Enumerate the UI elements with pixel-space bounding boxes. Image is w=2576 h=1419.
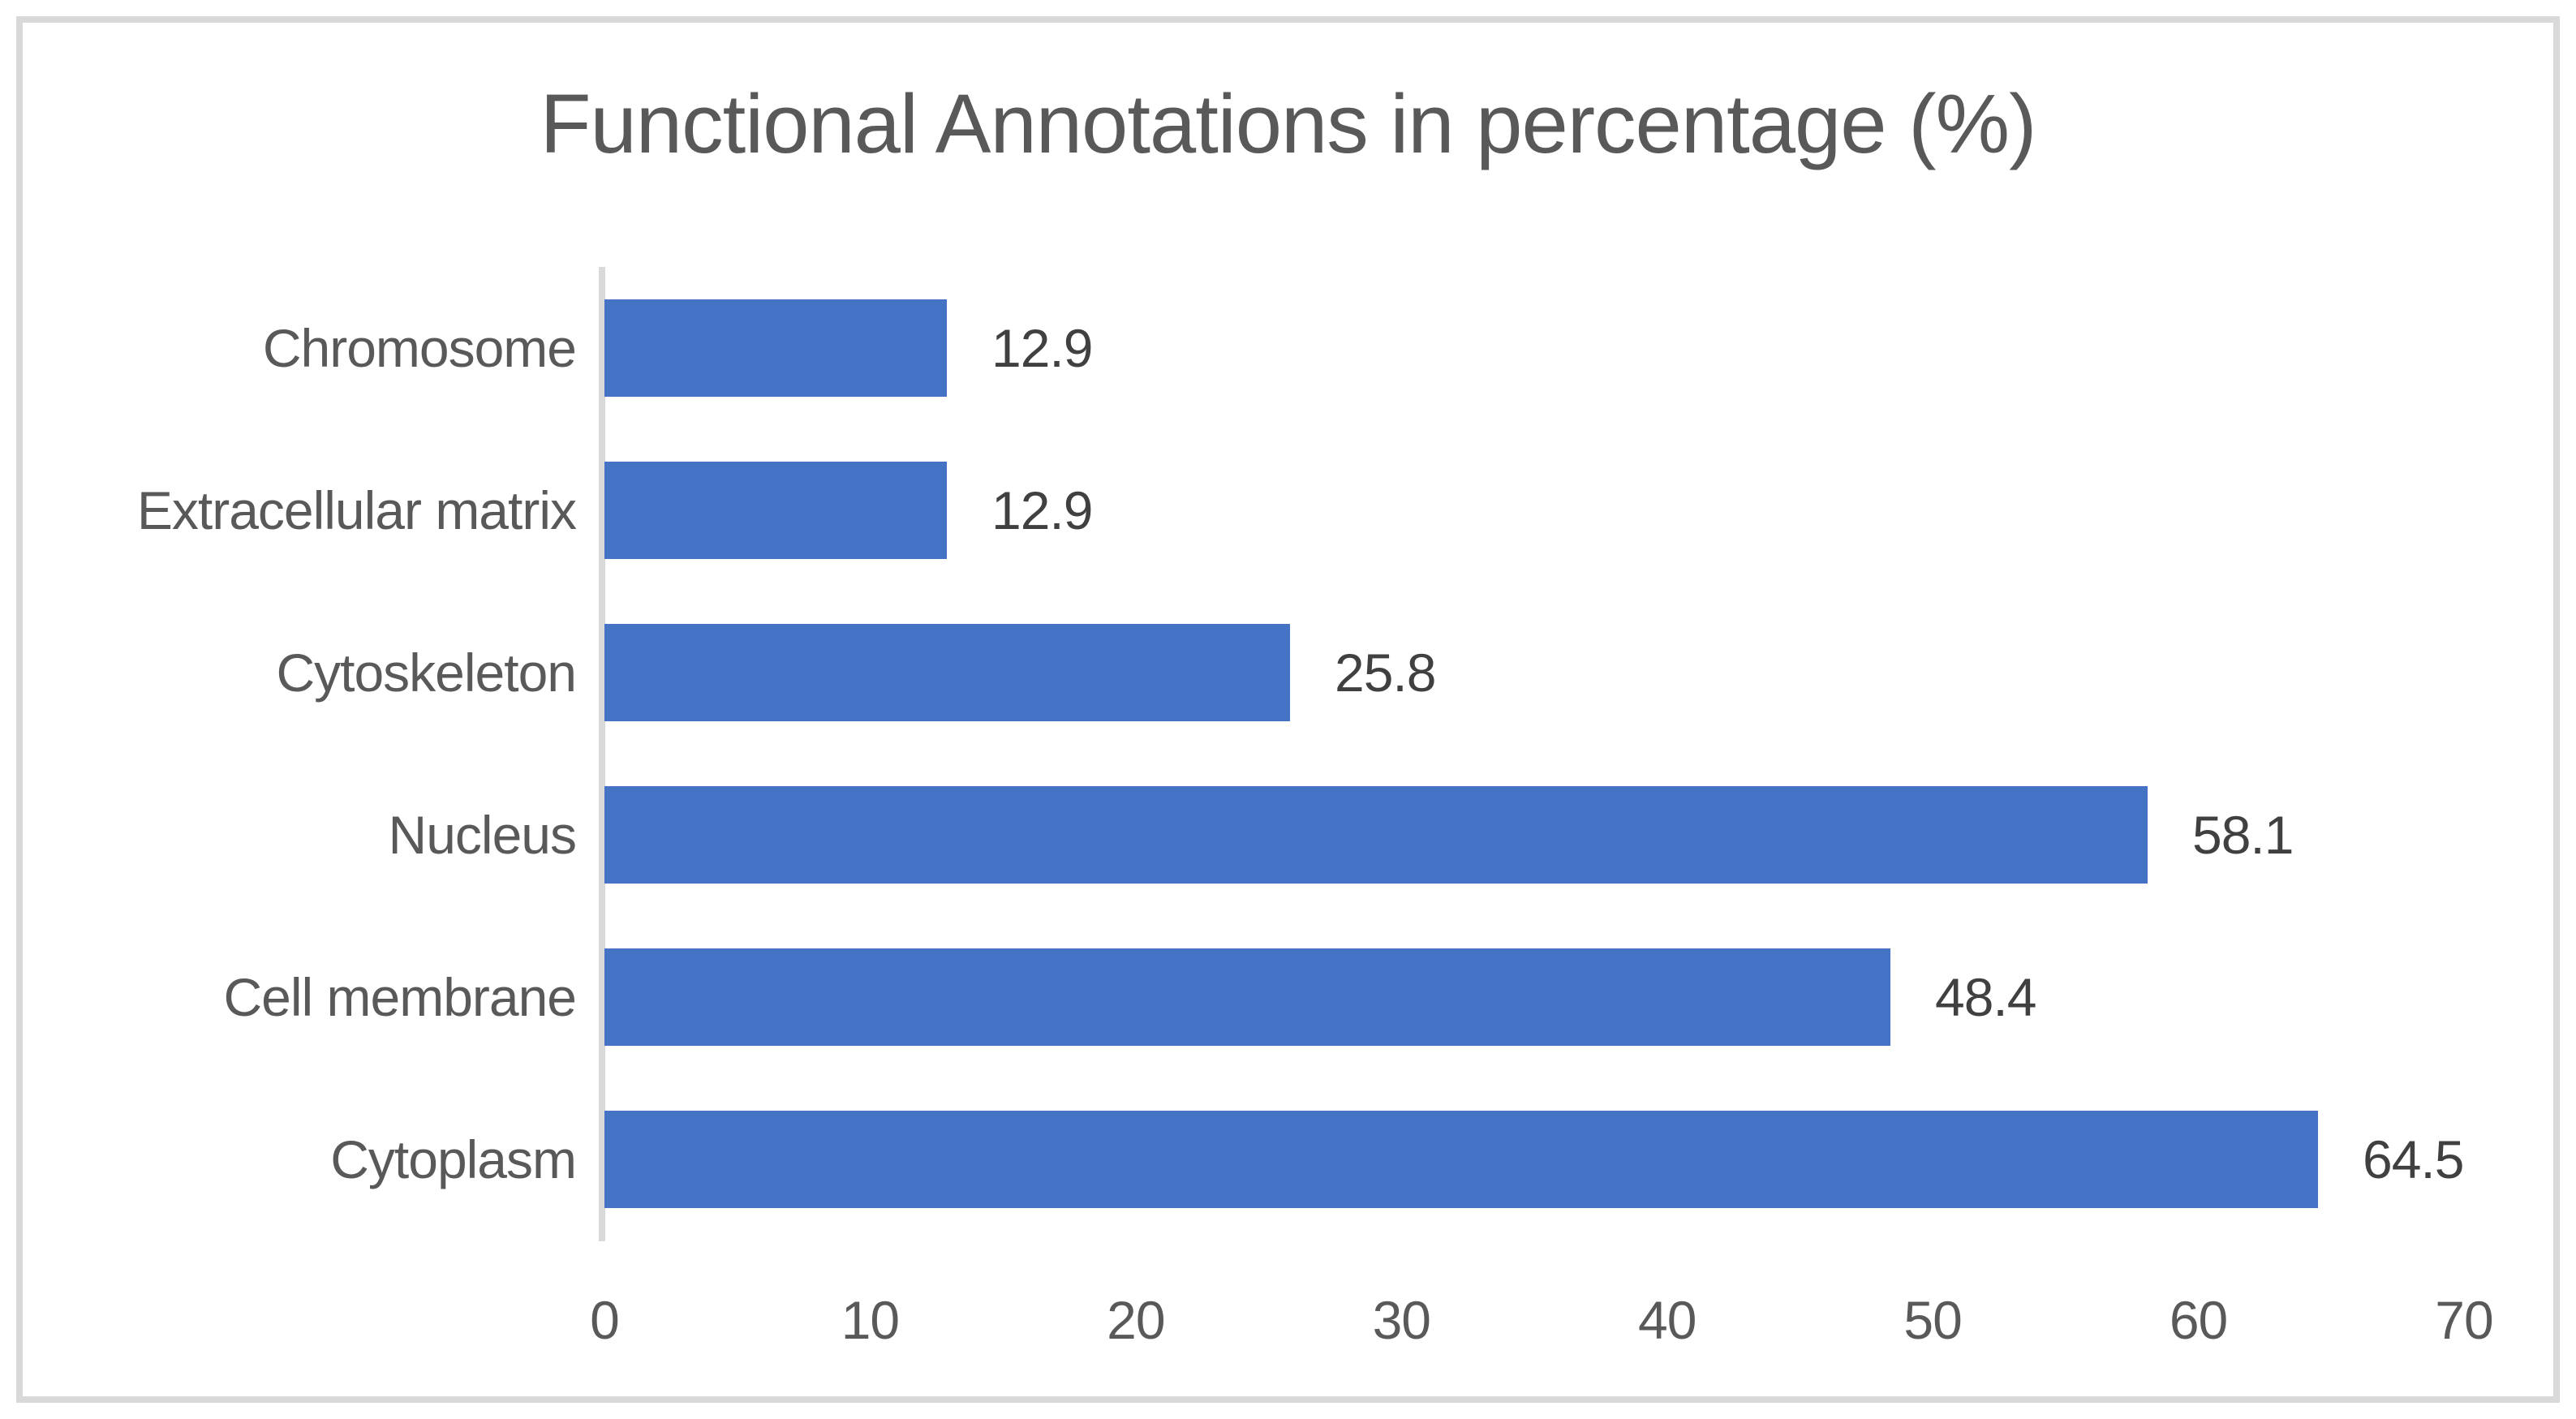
x-axis-tick-label: 70 — [2435, 1290, 2493, 1350]
value-label: 12.9 — [991, 318, 1093, 378]
y-axis-line — [599, 267, 605, 1241]
category-label: Cell membrane — [223, 967, 578, 1027]
value-label: 25.8 — [1335, 643, 1436, 703]
bar — [604, 1111, 2318, 1208]
bar — [604, 624, 1290, 721]
category-label: Nucleus — [388, 805, 577, 865]
category-label: Cytoskeleton — [276, 643, 577, 703]
value-label: 12.9 — [991, 480, 1093, 540]
x-axis-tick-label: 60 — [2169, 1290, 2228, 1350]
bar — [604, 948, 1890, 1046]
x-axis-tick-label: 0 — [590, 1290, 620, 1350]
chart-title: Functional Annotations in percentage (%) — [540, 77, 2037, 170]
x-axis-tick-label: 40 — [1637, 1290, 1697, 1350]
value-label: 48.4 — [1935, 967, 2036, 1027]
value-label: 58.1 — [2192, 805, 2294, 865]
category-label: Extracellular matrix — [136, 480, 577, 540]
category-label: Chromosome — [262, 318, 577, 378]
bar — [604, 786, 2148, 884]
x-axis-tick-label: 10 — [841, 1290, 900, 1350]
bar — [604, 462, 947, 559]
bar — [604, 299, 947, 397]
category-label: Cytoplasm — [330, 1129, 577, 1189]
x-axis-tick-label: 50 — [1903, 1290, 1962, 1350]
x-axis-tick-label: 30 — [1372, 1290, 1431, 1350]
x-axis-tick-label: 20 — [1107, 1290, 1165, 1350]
value-label: 64.5 — [2363, 1129, 2464, 1189]
